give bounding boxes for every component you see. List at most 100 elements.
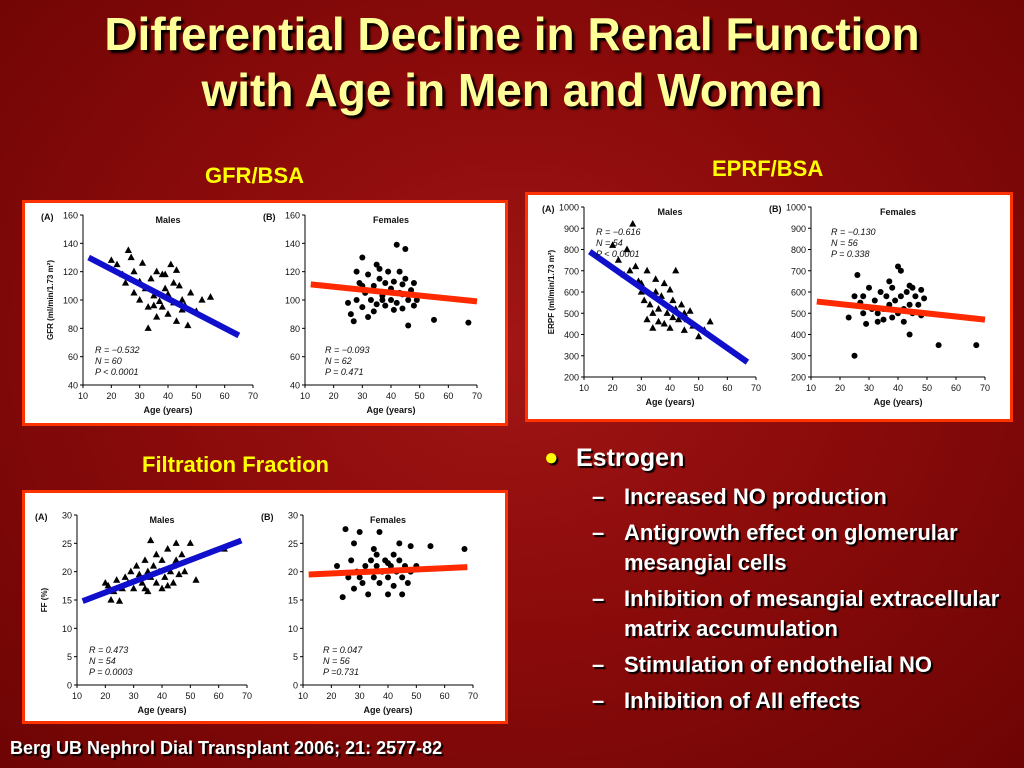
- data-point: [632, 262, 640, 270]
- data-point: [164, 310, 172, 317]
- stat-label: N = 60: [95, 356, 122, 366]
- data-point: [147, 536, 155, 544]
- data-point: [906, 282, 913, 289]
- data-point: [695, 332, 703, 340]
- y-tick-label: 800: [791, 245, 806, 255]
- data-point: [130, 267, 138, 275]
- data-point: [138, 259, 147, 266]
- eprf-label: EPRF/BSA: [712, 156, 824, 181]
- x-tick-label: 70: [468, 691, 478, 701]
- y-tick-label: 140: [285, 239, 300, 249]
- data-point: [649, 324, 657, 331]
- data-point: [161, 284, 169, 292]
- stat-label: R = −0.616: [596, 227, 641, 237]
- data-point: [121, 279, 130, 286]
- data-point: [897, 293, 904, 300]
- x-tick-label: 30: [129, 691, 139, 701]
- dash-icon: –: [592, 586, 605, 611]
- data-point: [871, 297, 878, 304]
- y-tick-label: 15: [288, 596, 298, 606]
- y-tick-label: 700: [791, 266, 806, 276]
- data-point: [347, 311, 354, 318]
- x-axis-label: Age (years): [143, 405, 192, 415]
- data-point: [124, 246, 132, 254]
- y-tick-label: 80: [68, 324, 78, 334]
- ff-females-chart: 0 5 10 15 20 25 30 10 20 30 40 50 60 70 Age (years) (B)…: [261, 511, 478, 716]
- data-point: [144, 587, 152, 595]
- y-tick-label: 5: [67, 652, 72, 662]
- regression-line: [81, 537, 243, 604]
- data-point: [186, 539, 194, 546]
- data-point: [130, 288, 138, 296]
- stat-label: P = 0.338: [831, 249, 869, 259]
- data-point: [351, 540, 357, 547]
- bullet-dot-icon: ●: [544, 444, 559, 471]
- y-tick-label: 500: [791, 309, 806, 319]
- data-point: [906, 301, 913, 308]
- data-point: [390, 582, 397, 589]
- y-tick-label: 900: [791, 224, 806, 234]
- sub-bullet: – Stimulation of endothelial NO: [540, 650, 1020, 680]
- slide-title: Differential Decline in Renal Function w…: [0, 6, 1024, 118]
- panel-tag: (B): [261, 512, 274, 522]
- data-point: [113, 260, 121, 268]
- x-tick-label: 70: [751, 383, 761, 393]
- data-point: [161, 270, 169, 278]
- data-point: [178, 296, 186, 303]
- data-point: [385, 591, 391, 598]
- data-point: [405, 297, 412, 303]
- data-point: [866, 284, 872, 291]
- y-tick-label: 800: [564, 245, 579, 255]
- stat-label: R = −0.130: [831, 227, 876, 237]
- gfr-chart-svg: 40 60 80 100 120 140 160 10 20 30 40 50 60 70 Age (yea…: [41, 211, 482, 416]
- data-point: [192, 576, 200, 583]
- data-point: [206, 293, 215, 300]
- data-point: [666, 285, 674, 293]
- data-point: [150, 301, 158, 309]
- y-tick-label: 700: [564, 266, 579, 276]
- data-point: [465, 319, 472, 326]
- y-tick-label: 140: [63, 239, 78, 249]
- y-tick-label: 20: [62, 567, 72, 577]
- data-point: [166, 567, 175, 575]
- data-point: [461, 546, 468, 552]
- data-point: [431, 316, 437, 323]
- data-point: [181, 567, 189, 575]
- chart-title: Males: [149, 515, 174, 525]
- x-tick-label: 40: [163, 391, 173, 401]
- data-point: [370, 282, 377, 289]
- data-point: [660, 319, 668, 327]
- x-axis-label: Age (years): [366, 405, 415, 415]
- x-axis-label: Age (years): [645, 397, 694, 407]
- data-point: [405, 322, 412, 329]
- y-axis-label: FF (%): [40, 587, 49, 612]
- data-point: [130, 584, 138, 592]
- dash-icon: –: [592, 520, 605, 545]
- data-point: [127, 253, 135, 261]
- y-tick-label: 120: [63, 267, 78, 277]
- x-tick-label: 10: [579, 383, 589, 393]
- title-line-2: with Age in Men and Women: [201, 64, 823, 116]
- x-tick-label: 20: [329, 391, 339, 401]
- y-tick-label: 10: [288, 624, 298, 634]
- data-point: [706, 317, 714, 325]
- y-tick-label: 200: [791, 373, 806, 383]
- chart-title: Females: [880, 207, 916, 217]
- data-point: [144, 303, 152, 310]
- y-tick-label: 5: [293, 652, 298, 662]
- stat-label: P < 0.0001: [596, 249, 639, 259]
- data-point: [623, 245, 631, 253]
- y-tick-label: 80: [290, 324, 300, 334]
- data-point: [410, 302, 417, 309]
- data-point: [153, 313, 161, 320]
- data-point: [169, 579, 177, 586]
- data-point: [427, 543, 434, 550]
- data-point: [390, 278, 397, 285]
- data-point: [135, 570, 143, 578]
- data-point: [649, 309, 657, 316]
- sub-bullet-text: Inhibition of mesangial extracellular ma…: [624, 586, 1000, 641]
- eprf-chart-svg: 200 300 400 500 600 700 800 900 1000 10 20 30 40 50 60…: [542, 203, 990, 408]
- data-point: [158, 303, 166, 310]
- citation: Berg UB Nephrol Dial Transplant 2006; 21…: [10, 738, 443, 758]
- stat-label: N = 54: [89, 656, 116, 666]
